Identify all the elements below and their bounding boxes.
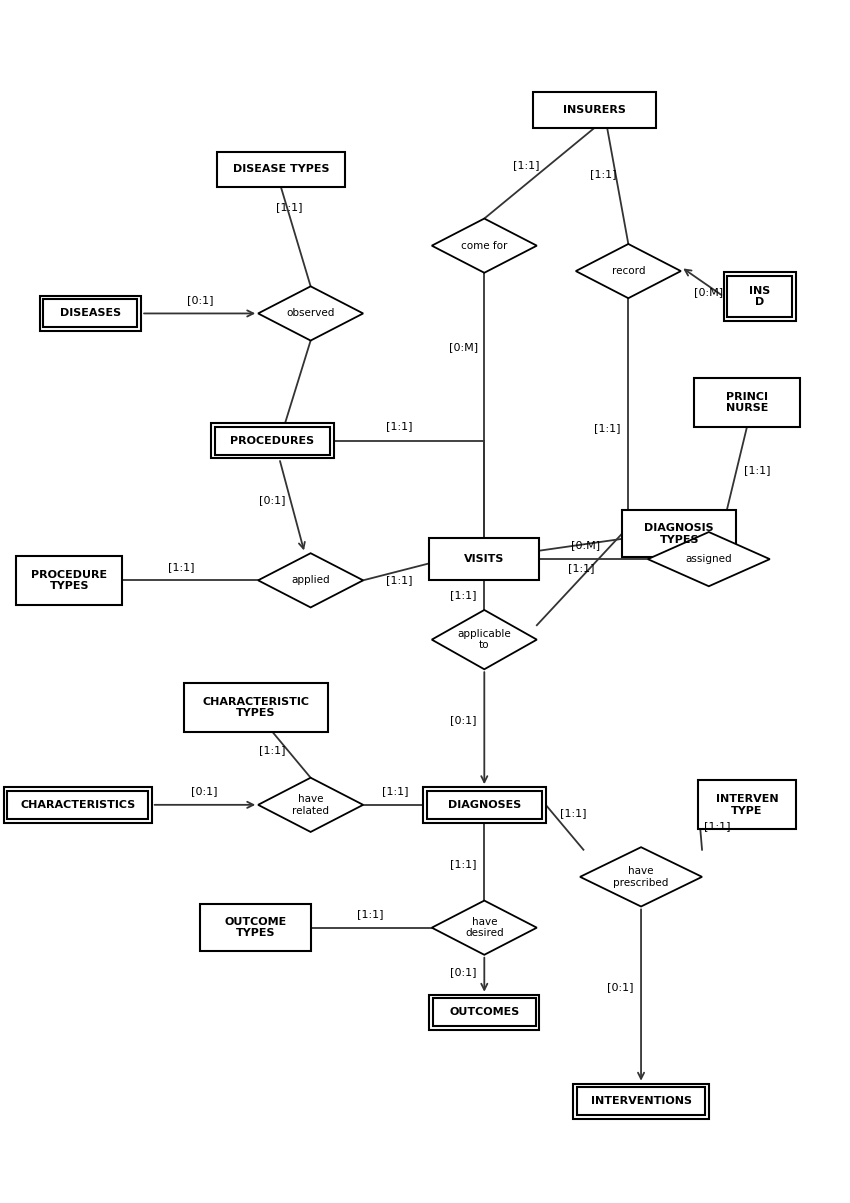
Text: VISITS: VISITS <box>464 555 505 564</box>
FancyBboxPatch shape <box>723 272 796 321</box>
FancyBboxPatch shape <box>43 300 138 327</box>
Polygon shape <box>258 553 363 608</box>
Text: [1:1]: [1:1] <box>382 787 409 796</box>
Text: observed: observed <box>286 308 335 319</box>
Text: INTERVEN
TYPE: INTERVEN TYPE <box>716 794 779 816</box>
FancyBboxPatch shape <box>728 275 792 318</box>
FancyBboxPatch shape <box>211 422 334 458</box>
Text: [0:1]: [0:1] <box>450 967 476 978</box>
FancyBboxPatch shape <box>433 998 536 1026</box>
FancyBboxPatch shape <box>622 510 736 557</box>
Text: INSURERS: INSURERS <box>563 105 626 115</box>
FancyBboxPatch shape <box>429 538 540 580</box>
FancyBboxPatch shape <box>427 790 542 819</box>
Polygon shape <box>258 286 363 340</box>
Text: [1:1]: [1:1] <box>450 591 476 600</box>
Text: [0:1]: [0:1] <box>607 982 633 992</box>
Text: INTERVENTIONS: INTERVENTIONS <box>591 1096 692 1107</box>
Text: [1:1]: [1:1] <box>704 820 730 831</box>
Text: [1:1]: [1:1] <box>590 168 616 179</box>
FancyBboxPatch shape <box>423 787 546 823</box>
FancyBboxPatch shape <box>694 378 800 427</box>
Text: [0:1]: [0:1] <box>259 494 286 505</box>
FancyBboxPatch shape <box>8 790 148 819</box>
Text: [1:1]: [1:1] <box>387 421 413 431</box>
Text: [1:1]: [1:1] <box>357 909 383 919</box>
FancyBboxPatch shape <box>573 1084 709 1119</box>
FancyBboxPatch shape <box>218 152 344 188</box>
FancyBboxPatch shape <box>698 781 796 829</box>
Text: record: record <box>612 266 645 275</box>
Polygon shape <box>432 219 537 273</box>
FancyBboxPatch shape <box>3 787 152 823</box>
Text: [1:1]: [1:1] <box>569 563 595 573</box>
Text: [1:1]: [1:1] <box>594 422 620 433</box>
FancyBboxPatch shape <box>16 556 122 605</box>
Text: OUTCOMES: OUTCOMES <box>449 1007 519 1018</box>
Text: [1:1]: [1:1] <box>450 859 476 869</box>
Text: [0:M]: [0:M] <box>694 288 723 297</box>
Text: CHARACTERISTIC
TYPES: CHARACTERISTIC TYPES <box>202 697 309 718</box>
Text: [0:1]: [0:1] <box>187 295 213 304</box>
Text: [1:1]: [1:1] <box>560 808 586 818</box>
Text: [1:1]: [1:1] <box>276 202 303 213</box>
Text: PROCEDURE
TYPES: PROCEDURE TYPES <box>31 569 107 591</box>
Text: [1:1]: [1:1] <box>744 466 770 475</box>
Text: have
related: have related <box>292 794 329 816</box>
FancyBboxPatch shape <box>184 683 327 731</box>
Polygon shape <box>432 901 537 955</box>
Polygon shape <box>580 847 702 907</box>
Text: [1:1]: [1:1] <box>513 160 540 170</box>
Text: [0:1]: [0:1] <box>191 787 218 796</box>
FancyBboxPatch shape <box>577 1088 705 1115</box>
Text: [1:1]: [1:1] <box>259 745 286 754</box>
FancyBboxPatch shape <box>533 93 656 128</box>
Polygon shape <box>432 610 537 669</box>
FancyBboxPatch shape <box>215 427 330 455</box>
Text: [0:M]: [0:M] <box>449 343 478 352</box>
Text: DIAGNOSIS
TYPES: DIAGNOSIS TYPES <box>644 523 714 545</box>
Text: PROCEDURES: PROCEDURES <box>230 435 314 445</box>
Text: [1:1]: [1:1] <box>167 562 195 571</box>
Text: OUTCOME
TYPES: OUTCOME TYPES <box>224 917 286 938</box>
FancyBboxPatch shape <box>39 296 141 331</box>
Text: have
prescribed: have prescribed <box>614 866 669 888</box>
Text: INS
D: INS D <box>749 285 770 307</box>
FancyBboxPatch shape <box>201 905 310 952</box>
Text: applicable
to: applicable to <box>457 629 511 651</box>
Polygon shape <box>258 777 363 832</box>
Text: applied: applied <box>292 575 330 586</box>
Polygon shape <box>575 244 681 298</box>
Text: [0:1]: [0:1] <box>450 715 476 725</box>
Polygon shape <box>648 532 770 586</box>
Text: come for: come for <box>461 241 507 250</box>
Text: DISEASE TYPES: DISEASE TYPES <box>233 165 329 174</box>
Text: [1:1]: [1:1] <box>387 575 413 586</box>
Text: have
desired: have desired <box>465 917 503 938</box>
Text: [0:M]: [0:M] <box>571 540 601 551</box>
Text: CHARACTERISTICS: CHARACTERISTICS <box>20 800 135 810</box>
Text: assigned: assigned <box>685 555 732 564</box>
Text: PRINCI
NURSE: PRINCI NURSE <box>726 392 768 413</box>
Text: DIAGNOSES: DIAGNOSES <box>448 800 521 810</box>
FancyBboxPatch shape <box>429 995 540 1030</box>
Text: DISEASES: DISEASES <box>60 308 121 319</box>
